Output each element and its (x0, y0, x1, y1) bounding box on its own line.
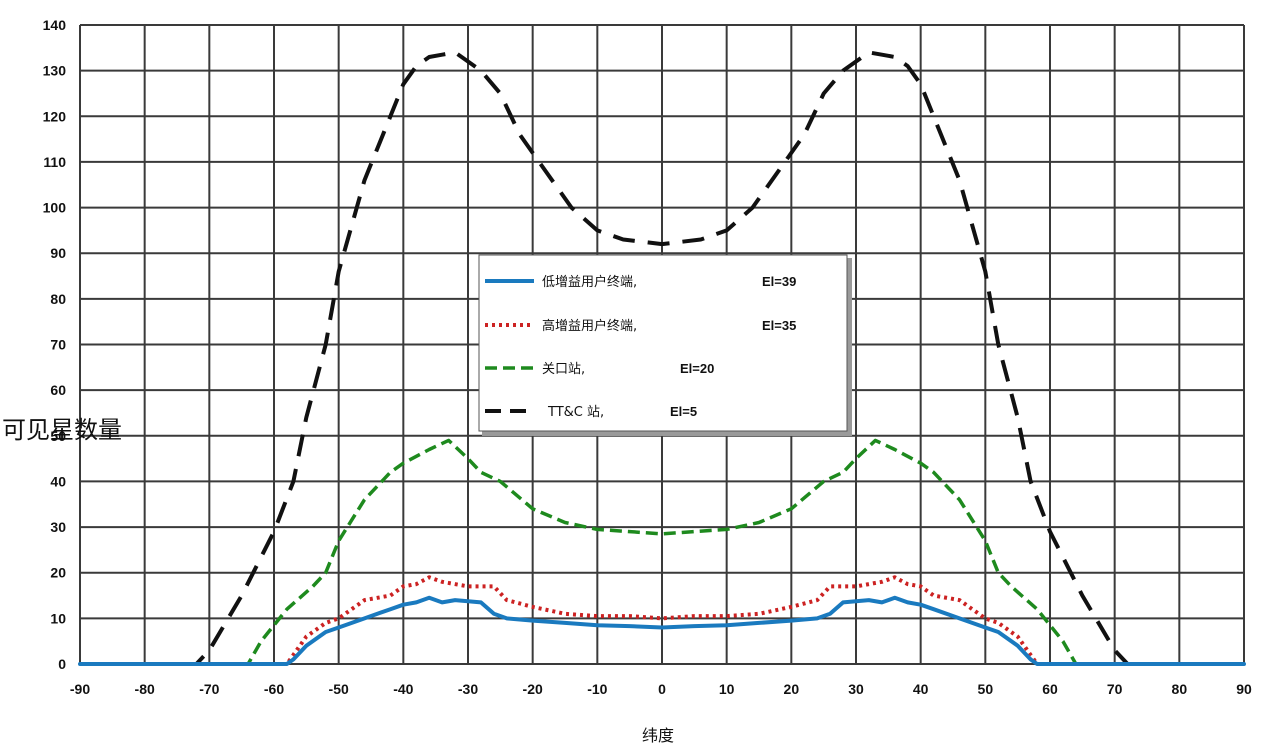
legend: 低增益用户终端, El=39 高增益用户终端, El=35 关口站, El=20 TT&C … (478, 254, 852, 436)
legend-el-1: El=35 (762, 318, 796, 333)
x-tick-label: 0 (658, 681, 666, 697)
y-tick-label: 60 (50, 382, 66, 398)
series-line-0 (78, 595, 1246, 666)
y-tick-label: 20 (50, 565, 66, 581)
x-tick-label: 40 (913, 681, 929, 697)
y-tick-label: 100 (43, 200, 67, 216)
x-tick-label: 70 (1107, 681, 1123, 697)
y-tick-label: 70 (50, 337, 66, 353)
legend-items: 低增益用户终端, El=39 高增益用户终端, El=35 关口站, El=20 TT&C … (485, 274, 796, 420)
x-tick-label: -40 (393, 681, 413, 697)
legend-el-3: El=5 (670, 404, 697, 419)
y-tick-label: 80 (50, 291, 66, 307)
x-tick-label: 90 (1236, 681, 1252, 697)
legend-label-0: 低增益用户终端, (542, 274, 637, 290)
y-tick-label: 90 (50, 245, 66, 261)
legend-label-3: TT&C 站, (547, 405, 604, 420)
x-tick-label: 80 (1172, 681, 1188, 697)
x-tick-label: -60 (264, 681, 284, 697)
series-group (78, 50, 1246, 666)
x-tick-label: -20 (523, 681, 543, 697)
y-tick-label: 10 (50, 610, 66, 626)
series-line-3 (80, 50, 1244, 666)
x-tick-label: -50 (329, 681, 349, 697)
legend-el-2: El=20 (680, 361, 714, 376)
y-tick-label: 0 (58, 656, 66, 672)
y-tick-label: 130 (43, 63, 67, 79)
x-tick-label: -90 (70, 681, 90, 697)
y-tick-label: 40 (50, 473, 66, 489)
x-axis-title: 纬度 (642, 726, 674, 745)
y-tick-label: 30 (50, 519, 66, 535)
y-tick-label: 110 (43, 154, 66, 170)
legend-el-0: El=39 (762, 274, 796, 289)
x-tick-label: 10 (719, 681, 735, 697)
x-tick-label: 60 (1042, 681, 1058, 697)
y-tick-label: 50 (50, 428, 66, 444)
x-tick-labels: -90 -80 -70 -60 -50 -40 -30 -20 -10 0 10 20 30 40 50 60… (70, 681, 1252, 697)
y-tick-labels: 0 10 20 30 40 50 60 70 80 90 100 110 120 130 140 (43, 17, 67, 672)
y-axis-title: 可见星数量 (2, 416, 122, 444)
x-tick-label: -30 (458, 681, 478, 697)
legend-label-1: 高增益用户终端, (542, 318, 637, 334)
y-tick-label: 140 (43, 17, 67, 33)
x-tick-label: 30 (848, 681, 864, 697)
x-tick-label: -80 (135, 681, 155, 697)
y-tick-label: 120 (43, 108, 67, 124)
x-tick-label: -10 (587, 681, 607, 697)
legend-box (478, 254, 848, 432)
x-tick-label: 50 (978, 681, 994, 697)
x-tick-label: 20 (784, 681, 800, 697)
legend-label-2: 关口站, (542, 362, 585, 377)
x-tick-label: -70 (199, 681, 219, 697)
